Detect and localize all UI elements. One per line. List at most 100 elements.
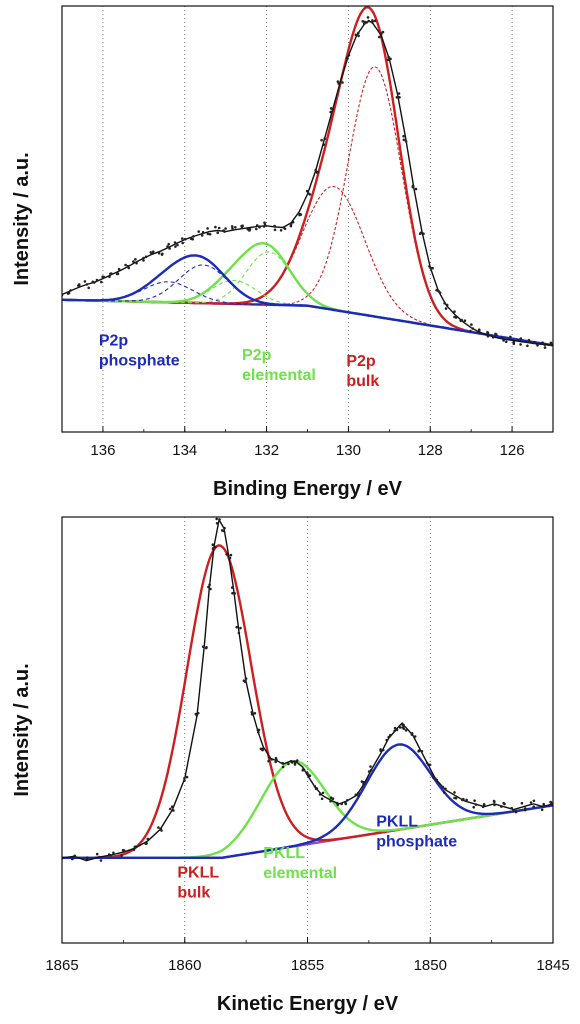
data-point bbox=[173, 241, 177, 244]
data-point bbox=[109, 272, 112, 276]
peak-annotation-line: elemental bbox=[263, 865, 337, 882]
data-point bbox=[320, 138, 323, 142]
data-point bbox=[291, 761, 294, 764]
data-point bbox=[404, 140, 408, 143]
peak-annotation: P2p bulk bbox=[346, 353, 379, 390]
data-point bbox=[135, 261, 138, 265]
data-point bbox=[404, 729, 408, 732]
data-point bbox=[268, 756, 271, 759]
x-tick-label: 132 bbox=[254, 442, 279, 459]
x-tick-label: 1845 bbox=[536, 957, 569, 974]
fit-p_phos_b bbox=[62, 264, 553, 346]
data-point bbox=[201, 645, 205, 648]
data-point bbox=[461, 798, 464, 802]
data-point bbox=[216, 231, 219, 235]
data-point bbox=[183, 777, 186, 780]
data-point bbox=[516, 338, 520, 342]
peak-annotation-line: P2p bbox=[99, 332, 129, 349]
data-point bbox=[97, 855, 101, 859]
data-point bbox=[354, 33, 358, 37]
data-point bbox=[422, 232, 425, 235]
data-point bbox=[337, 82, 341, 85]
data-point bbox=[542, 802, 545, 806]
data-point bbox=[502, 339, 505, 342]
data-point bbox=[472, 805, 476, 809]
data-point bbox=[59, 291, 62, 294]
data-point bbox=[347, 53, 351, 57]
data-point bbox=[366, 16, 370, 19]
data-point bbox=[367, 19, 371, 23]
data-point bbox=[240, 224, 243, 228]
peak-annotation-line: bulk bbox=[346, 373, 379, 390]
y-axis-label: Intensity / a.u. bbox=[11, 152, 33, 285]
data-point bbox=[100, 280, 103, 284]
data-point bbox=[109, 854, 112, 857]
data-point bbox=[346, 57, 349, 61]
data-point bbox=[157, 251, 161, 255]
data-point bbox=[470, 323, 473, 326]
data-point bbox=[206, 227, 209, 230]
data-point bbox=[380, 32, 383, 36]
data-point bbox=[519, 337, 523, 340]
data-point bbox=[281, 762, 285, 765]
data-point bbox=[116, 272, 120, 276]
data-point bbox=[200, 234, 204, 237]
data-point bbox=[253, 712, 257, 715]
data-point bbox=[281, 765, 285, 769]
data-point bbox=[340, 802, 344, 806]
data-point bbox=[445, 303, 449, 307]
data-point bbox=[289, 222, 293, 226]
data-point bbox=[360, 780, 364, 783]
data-point bbox=[398, 96, 401, 99]
fit-envelope bbox=[62, 517, 553, 862]
data-point bbox=[346, 799, 349, 802]
data-point bbox=[369, 768, 373, 772]
data-point bbox=[223, 526, 226, 530]
data-point bbox=[503, 802, 506, 806]
data-point bbox=[541, 341, 544, 345]
data-point bbox=[389, 57, 392, 61]
data-point bbox=[250, 713, 254, 716]
data-point bbox=[233, 592, 236, 595]
data-point bbox=[354, 793, 358, 796]
data-point bbox=[398, 726, 402, 729]
data-point bbox=[435, 288, 438, 292]
data-point bbox=[215, 522, 219, 525]
data-point bbox=[532, 805, 535, 808]
data-point bbox=[235, 625, 238, 629]
x-tick-label: 126 bbox=[500, 442, 525, 459]
data-point bbox=[267, 759, 270, 763]
x-tick-label: 1865 bbox=[45, 957, 78, 974]
x-tick-label: 1860 bbox=[168, 957, 201, 974]
data-point bbox=[231, 227, 234, 230]
data-point bbox=[420, 750, 424, 753]
data-point bbox=[289, 224, 293, 228]
data-point bbox=[329, 796, 333, 799]
data-point bbox=[146, 837, 150, 841]
data-point bbox=[453, 310, 456, 313]
x-tick-label: 130 bbox=[336, 442, 361, 459]
data-point bbox=[283, 227, 287, 231]
data-point bbox=[144, 255, 148, 259]
data-point bbox=[254, 227, 258, 231]
data-point bbox=[205, 646, 208, 649]
x-axis-label: Binding Energy / eV bbox=[213, 478, 403, 500]
data-point bbox=[124, 263, 127, 267]
data-point bbox=[167, 242, 170, 246]
data-point bbox=[313, 785, 317, 788]
data-point bbox=[307, 773, 310, 776]
data-point bbox=[320, 797, 324, 801]
data-point bbox=[500, 805, 503, 808]
data-point bbox=[512, 340, 516, 344]
plot-area bbox=[62, 517, 553, 862]
data-point bbox=[510, 806, 513, 810]
data-point bbox=[481, 805, 485, 809]
data-point bbox=[161, 252, 164, 256]
data-point bbox=[486, 334, 490, 338]
data-point bbox=[293, 761, 297, 764]
data-point bbox=[73, 854, 76, 858]
data-point bbox=[357, 791, 360, 795]
data-point bbox=[428, 763, 432, 767]
data-point bbox=[395, 728, 399, 732]
